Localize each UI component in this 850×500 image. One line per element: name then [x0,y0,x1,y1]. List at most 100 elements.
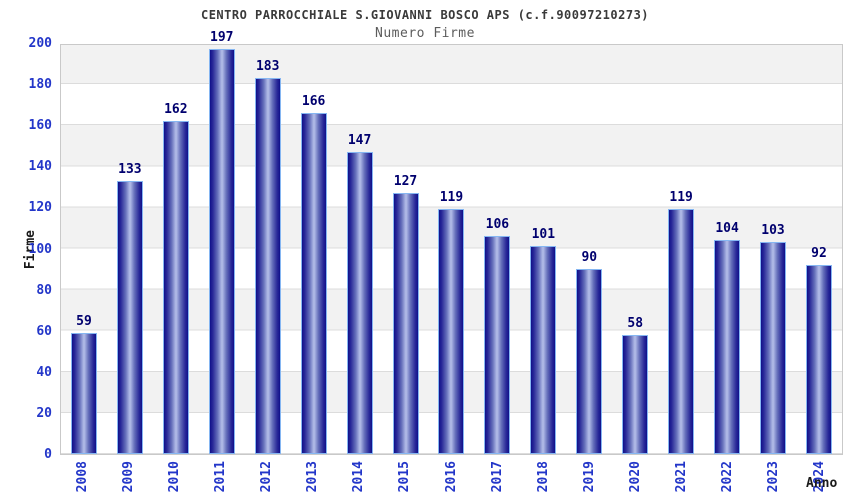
x-tick-label-2018: 2018 [535,461,551,493]
y-tick-label-120: 120 [28,200,52,216]
x-tick-label-2009: 2009 [121,461,137,493]
bar-slot-2019: 90 [566,45,612,454]
bar-slot-2022: 104 [704,45,750,454]
bar-value-label-2011: 197 [210,30,234,45]
x-tick-2018: 2018 [521,461,567,500]
bar-slot-2008: 59 [61,45,107,454]
x-tick-2020: 2020 [613,461,659,500]
y-tick-label-80: 80 [36,282,52,298]
x-tick-2016: 2016 [429,461,475,500]
chart-subtitle: Numero Firme [375,26,475,41]
x-tick-label-2015: 2015 [397,461,413,493]
y-tick-label-180: 180 [28,77,52,93]
bar-slot-2010: 162 [153,45,199,454]
x-tick-2010: 2010 [152,461,198,500]
bar-2019 [576,269,603,454]
bar-value-label-2019: 90 [581,250,598,265]
bar-2016 [438,209,465,454]
bar-slot-2011: 197 [199,31,245,454]
bar-value-label-2022: 104 [715,221,739,236]
x-tick-2013: 2013 [290,461,336,500]
bar-2011 [208,49,235,454]
x-tick-label-2013: 2013 [305,461,321,493]
y-tick-label-40: 40 [36,364,52,380]
bar-2021 [668,209,695,454]
bar-slot-2014: 147 [337,45,383,454]
bar-value-label-2017: 106 [485,217,510,232]
bar-2018 [530,246,557,454]
bar-2009 [116,181,143,454]
x-tick-2022: 2022 [705,461,751,500]
x-tick-label-2022: 2022 [719,461,735,493]
bar-value-label-2014: 147 [347,133,372,148]
y-tick-label-100: 100 [28,241,52,257]
bar-slot-2023: 103 [750,45,796,454]
x-axis-title: Anno [806,476,838,491]
bar-slot-2015: 127 [383,45,429,454]
bar-2012 [254,78,281,454]
y-tick-label-160: 160 [28,118,52,134]
x-tick-label-2016: 2016 [443,461,459,493]
bar-slot-2020: 58 [612,45,658,454]
bar-2013 [300,113,327,454]
bar-value-label-2015: 127 [393,174,418,189]
bar-value-label-2009: 133 [118,162,142,177]
bar-2020 [622,335,649,454]
x-tick-2021: 2021 [659,461,705,500]
y-tick-label-0: 0 [44,447,52,462]
y-tick-label-200: 200 [28,36,52,51]
bar-slot-2021: 119 [658,45,704,454]
bar-value-label-2024: 92 [811,246,827,261]
x-tick-label-2019: 2019 [581,461,597,493]
bar-2010 [162,121,189,454]
x-tick-label-2023: 2023 [765,461,781,493]
x-tick-2015: 2015 [382,461,428,500]
x-tick-2011: 2011 [198,461,244,500]
bar-2008 [70,333,97,454]
x-tick-label-2020: 2020 [627,461,643,493]
x-tick-label-2010: 2010 [167,461,183,493]
x-tick-2008: 2008 [60,461,106,500]
bar-value-label-2012: 183 [255,59,280,74]
bar-value-label-2008: 59 [76,314,92,329]
bar-2014 [346,152,373,454]
x-tick-label-2011: 2011 [213,461,229,493]
bar-slot-2012: 183 [245,45,291,454]
bar-2017 [484,236,511,454]
bar-slot-2009: 133 [107,45,153,454]
x-axis-tick-labels: 2008 2009 2010 2011 2012 2013 2014 2015 2016 2017… [60,461,843,500]
bar-slot-2016: 119 [429,45,475,454]
bar-value-label-2018: 101 [531,227,556,242]
bar-value-label-2021: 119 [669,190,693,205]
bar-value-label-2010: 162 [164,102,188,117]
x-tick-label-2008: 2008 [75,461,91,493]
bar-slot-2024: 92 [796,45,842,454]
bar-2024 [805,265,832,454]
bar-slot-2017: 106 [474,45,520,454]
bar-2023 [760,242,787,454]
x-tick-label-2012: 2012 [259,461,275,493]
y-tick-label-20: 20 [36,405,52,421]
x-tick-2017: 2017 [475,461,521,500]
x-tick-label-2014: 2014 [351,461,367,493]
bar-value-label-2023: 103 [761,223,785,238]
bar-value-label-2013: 166 [301,94,326,109]
x-tick-label-2021: 2021 [673,461,689,493]
bar-value-label-2020: 58 [627,316,644,331]
bar-2022 [714,240,741,454]
bar-slot-2013: 166 [291,45,337,454]
y-tick-label-60: 60 [36,323,52,339]
bar-2015 [392,193,419,454]
bar-slot-2018: 101 [520,45,566,454]
x-tick-2012: 2012 [244,461,290,500]
x-tick-2009: 2009 [106,461,152,500]
x-tick-2019: 2019 [567,461,613,500]
x-tick-label-2017: 2017 [489,461,505,493]
plot-area: 59 133 162 197 183 166 147 127 119 106 101 90 58 119 1… [60,31,843,455]
chart-title: CENTRO PARROCCHIALE S.GIOVANNI BOSCO APS… [200,8,650,22]
x-tick-2023: 2023 [751,461,797,500]
y-tick-label-140: 140 [28,159,52,175]
bar-value-label-2016: 119 [439,190,464,205]
x-tick-2014: 2014 [336,461,382,500]
